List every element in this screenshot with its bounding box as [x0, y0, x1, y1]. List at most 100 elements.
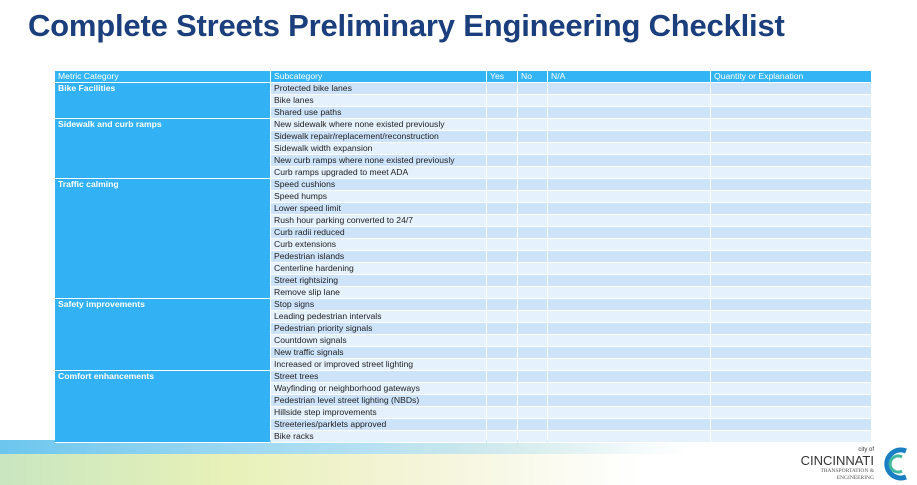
yes-cell[interactable]: [487, 251, 517, 263]
na-cell[interactable]: [548, 299, 710, 311]
quantity-cell[interactable]: [711, 431, 871, 443]
no-cell[interactable]: [518, 95, 547, 107]
no-cell[interactable]: [518, 263, 547, 275]
quantity-cell[interactable]: [711, 383, 871, 395]
quantity-cell[interactable]: [711, 407, 871, 419]
yes-cell[interactable]: [487, 371, 517, 383]
no-cell[interactable]: [518, 131, 547, 143]
no-cell[interactable]: [518, 155, 547, 167]
yes-cell[interactable]: [487, 215, 517, 227]
na-cell[interactable]: [548, 155, 710, 167]
no-cell[interactable]: [518, 359, 547, 371]
na-cell[interactable]: [548, 311, 710, 323]
na-cell[interactable]: [548, 287, 710, 299]
quantity-cell[interactable]: [711, 395, 871, 407]
yes-cell[interactable]: [487, 83, 517, 95]
quantity-cell[interactable]: [711, 335, 871, 347]
yes-cell[interactable]: [487, 95, 517, 107]
na-cell[interactable]: [548, 275, 710, 287]
no-cell[interactable]: [518, 107, 547, 119]
yes-cell[interactable]: [487, 431, 517, 443]
quantity-cell[interactable]: [711, 227, 871, 239]
no-cell[interactable]: [518, 83, 547, 95]
quantity-cell[interactable]: [711, 371, 871, 383]
na-cell[interactable]: [548, 251, 710, 263]
yes-cell[interactable]: [487, 167, 517, 179]
na-cell[interactable]: [548, 371, 710, 383]
no-cell[interactable]: [518, 167, 547, 179]
no-cell[interactable]: [518, 407, 547, 419]
quantity-cell[interactable]: [711, 143, 871, 155]
quantity-cell[interactable]: [711, 263, 871, 275]
no-cell[interactable]: [518, 371, 547, 383]
yes-cell[interactable]: [487, 107, 517, 119]
yes-cell[interactable]: [487, 311, 517, 323]
yes-cell[interactable]: [487, 359, 517, 371]
na-cell[interactable]: [548, 383, 710, 395]
no-cell[interactable]: [518, 119, 547, 131]
quantity-cell[interactable]: [711, 95, 871, 107]
quantity-cell[interactable]: [711, 179, 871, 191]
no-cell[interactable]: [518, 227, 547, 239]
yes-cell[interactable]: [487, 347, 517, 359]
no-cell[interactable]: [518, 395, 547, 407]
na-cell[interactable]: [548, 395, 710, 407]
na-cell[interactable]: [548, 239, 710, 251]
no-cell[interactable]: [518, 143, 547, 155]
na-cell[interactable]: [548, 431, 710, 443]
no-cell[interactable]: [518, 323, 547, 335]
quantity-cell[interactable]: [711, 275, 871, 287]
na-cell[interactable]: [548, 215, 710, 227]
no-cell[interactable]: [518, 311, 547, 323]
na-cell[interactable]: [548, 107, 710, 119]
no-cell[interactable]: [518, 251, 547, 263]
na-cell[interactable]: [548, 227, 710, 239]
quantity-cell[interactable]: [711, 419, 871, 431]
na-cell[interactable]: [548, 323, 710, 335]
no-cell[interactable]: [518, 239, 547, 251]
quantity-cell[interactable]: [711, 359, 871, 371]
yes-cell[interactable]: [487, 239, 517, 251]
yes-cell[interactable]: [487, 335, 517, 347]
quantity-cell[interactable]: [711, 251, 871, 263]
no-cell[interactable]: [518, 275, 547, 287]
no-cell[interactable]: [518, 419, 547, 431]
na-cell[interactable]: [548, 119, 710, 131]
na-cell[interactable]: [548, 335, 710, 347]
yes-cell[interactable]: [487, 395, 517, 407]
yes-cell[interactable]: [487, 275, 517, 287]
no-cell[interactable]: [518, 347, 547, 359]
quantity-cell[interactable]: [711, 119, 871, 131]
yes-cell[interactable]: [487, 143, 517, 155]
no-cell[interactable]: [518, 203, 547, 215]
yes-cell[interactable]: [487, 407, 517, 419]
quantity-cell[interactable]: [711, 311, 871, 323]
na-cell[interactable]: [548, 131, 710, 143]
yes-cell[interactable]: [487, 203, 517, 215]
yes-cell[interactable]: [487, 179, 517, 191]
yes-cell[interactable]: [487, 263, 517, 275]
quantity-cell[interactable]: [711, 347, 871, 359]
quantity-cell[interactable]: [711, 83, 871, 95]
na-cell[interactable]: [548, 95, 710, 107]
quantity-cell[interactable]: [711, 299, 871, 311]
quantity-cell[interactable]: [711, 191, 871, 203]
quantity-cell[interactable]: [711, 155, 871, 167]
no-cell[interactable]: [518, 431, 547, 443]
quantity-cell[interactable]: [711, 131, 871, 143]
quantity-cell[interactable]: [711, 203, 871, 215]
quantity-cell[interactable]: [711, 287, 871, 299]
yes-cell[interactable]: [487, 155, 517, 167]
na-cell[interactable]: [548, 347, 710, 359]
no-cell[interactable]: [518, 191, 547, 203]
yes-cell[interactable]: [487, 287, 517, 299]
no-cell[interactable]: [518, 383, 547, 395]
na-cell[interactable]: [548, 407, 710, 419]
na-cell[interactable]: [548, 359, 710, 371]
na-cell[interactable]: [548, 263, 710, 275]
quantity-cell[interactable]: [711, 323, 871, 335]
yes-cell[interactable]: [487, 191, 517, 203]
yes-cell[interactable]: [487, 119, 517, 131]
na-cell[interactable]: [548, 167, 710, 179]
na-cell[interactable]: [548, 419, 710, 431]
